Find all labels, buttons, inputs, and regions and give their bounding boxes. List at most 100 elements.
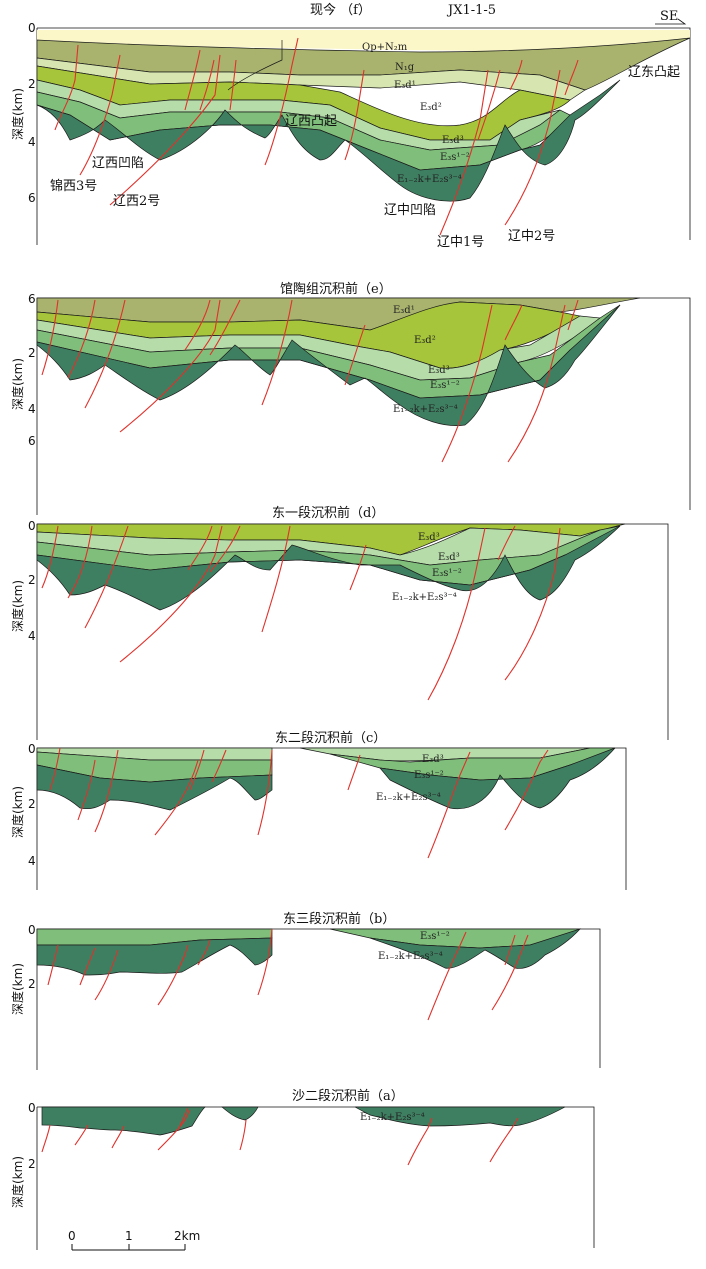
fault-b-5 [177,944,189,971]
panel-f-faults [54,37,579,236]
fault-c-3 [94,749,119,833]
panel-e-layer-k [36,304,621,426]
fault-liaoxi-uplift [264,37,299,166]
panel-c-tick-2: 2 [28,797,36,811]
fault-d-8 [349,544,367,591]
fault-b-2 [79,947,96,986]
fault-e-2 [67,299,96,379]
fault-e-4 [119,299,221,433]
fault-c-5 [189,749,205,791]
panel-b-axis-title: 深度(km) [10,963,25,1015]
fault-d-10 [504,527,561,681]
panel-b-title: 东三段沉积前（b） [283,911,395,927]
panel-e-tick-0: 6 [28,292,36,306]
panel-f-direction: SE [660,9,678,24]
scale-bar-line [71,1244,186,1251]
fault-e-10 [507,304,566,463]
fault-d-9 [427,527,486,701]
panel-d-layer-k [36,525,621,611]
fault-c-9 [427,751,471,859]
fault-d-6 [209,525,241,573]
panel-f-title: 现今 （f） [310,2,371,18]
panel-d-unit-d2: E₃d³ [418,532,440,543]
fault-east-a [509,59,523,91]
panel-c-title: 东二段沉积前（c） [275,730,386,746]
panel-d-tick-2: 2 [28,573,36,587]
panel-a-tick-0: 0 [28,1101,36,1115]
scale-bar-label-1: 1 [125,1229,133,1243]
fault-e-1 [41,299,59,376]
panel-c-unit-s12: E₃s¹⁻² [414,770,444,781]
fault-c-2 [77,759,96,821]
panel-f-tick-4: 4 [28,135,36,149]
panel-f-label-liaozhong-sag: 辽中凹陷 [384,203,436,218]
fault-b-8 [427,931,467,1021]
fault-a-6 [239,1119,247,1151]
panel-b-tick-0: 0 [28,923,36,937]
fault-a-4 [157,1109,191,1151]
fault-e-5 [184,299,211,351]
panel-b-unit-s12: E₃s¹⁻² [420,931,450,942]
panel-f-label-liaoxi-sag: 辽西凹陷 [92,156,144,171]
fault-b-10 [504,934,516,966]
fault-liaoxi2 [109,54,221,206]
fault-b-9 [491,934,529,1011]
panel-b-unit-k: E₁₋₂k+E₂s³⁻⁴ [378,951,443,962]
panel-d-tick-4: 4 [28,629,36,643]
panel-d-faults [41,525,561,701]
fault-a-2 [74,1124,89,1146]
fault-d-4 [119,525,223,663]
panel-d-axis-title: 深度(km) [10,580,25,632]
panel-f-layer-kong [36,79,621,202]
fault-b-6 [197,939,211,966]
panel-a-tick-2: 2 [28,1157,36,1171]
panel-d-tick-0: 0 [28,519,36,533]
panel-f-tick-0: 0 [28,21,36,35]
fault-mid-b [199,59,215,111]
fault-a-3 [111,1125,125,1149]
panel-f-unit-k: E₁₋₂k+E₂s³⁻⁴ [397,174,462,185]
panel-e-unit-k: E₁₋₂k+E₂s³⁻⁴ [393,404,458,415]
scale-bar-label-0: 0 [68,1229,76,1243]
panel-f-basement-line [227,40,283,91]
panel-e-tick-2: 2 [28,346,36,360]
panel-f-tick-2: 2 [28,77,36,91]
fault-b-7 [257,928,273,996]
panel-d-title: 东一段沉积前（d） [272,505,384,521]
fault-e-11 [504,304,523,341]
fault-d-3 [84,525,129,629]
fault-east-b [564,59,579,96]
panel-f-tick-6: 6 [28,191,36,205]
fault-c-1 [49,747,61,791]
fault-liaozhong1b [477,69,501,141]
panel-e-faults [41,299,579,463]
panel-d-unit-s12: E₃s¹⁻² [432,568,462,579]
fault-liaozhong-w [344,69,365,161]
panel-c-unit-k: E₁₋₂k+E₂s³⁻⁴ [376,792,441,803]
fault-d-1 [41,525,59,589]
fault-mid-a [184,49,201,111]
panel-f-label-liaozhong1: 辽中1号 [437,235,484,250]
panel-f-label-liaoxi-uplift: 辽西凸起 [285,114,337,129]
panel-f-axis-title: 深度(km) [10,88,25,140]
fault-a-7 [407,1117,433,1166]
panel-f-unit-qp: Qp+N₂m [362,42,408,53]
panel-f-unit-d1: E₃d¹ [394,80,416,91]
panel-f: 现今 （f） JX1-1-5 SE 深度(km) 0 2 4 6 Qp+N₂m … [10,2,691,250]
fault-e-6 [209,299,241,356]
fault-liaoxi-sag [79,54,121,176]
panel-c-faults [49,747,549,859]
panel-a-title: 沙二段沉积前（a） [292,1088,404,1104]
direction-arrow-icon [655,18,687,25]
fault-e-9 [441,304,493,463]
fault-b-1 [47,944,59,986]
fault-b-3 [94,949,119,1001]
panel-d: 东一段沉积前（d） 深度(km) 0 2 4 E₃d³ E₃d³ E₃s¹⁻² … [10,505,669,740]
fault-liaozhong2 [504,69,561,226]
fault-jinxi3 [54,44,79,131]
panel-e-axis-title: 深度(km) [10,358,25,410]
fault-c-10 [504,749,549,831]
fault-c-6 [211,749,227,783]
panel-a-faults [41,1107,519,1166]
fault-c-7 [257,749,273,836]
